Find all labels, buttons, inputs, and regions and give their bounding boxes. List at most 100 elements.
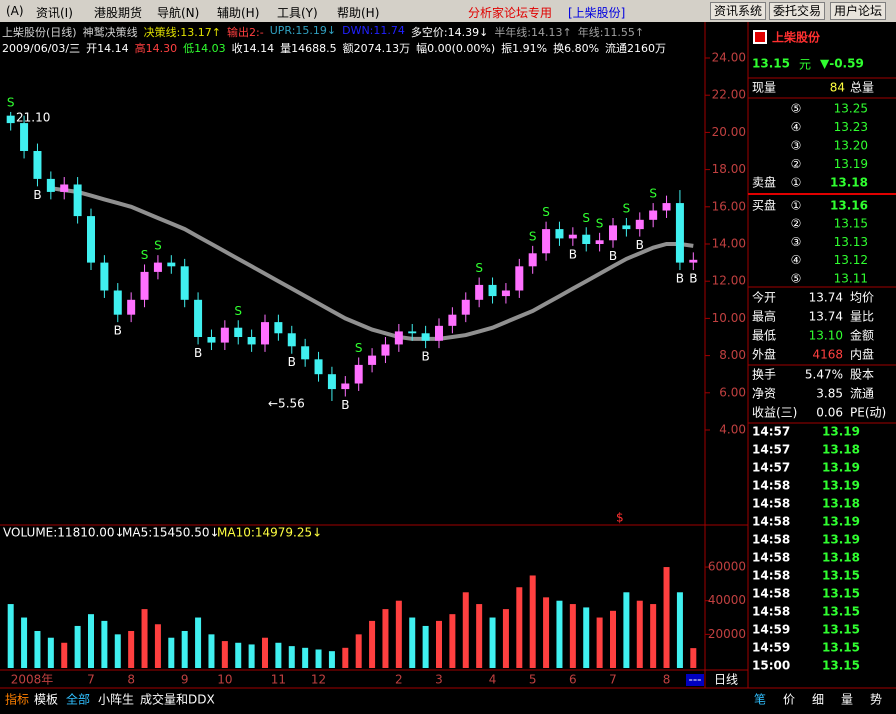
x-tick-label: 9: [181, 673, 189, 687]
volume-bar: [141, 609, 148, 668]
x-tick-label: 4: [489, 673, 497, 687]
x-tick-label: 11: [271, 673, 286, 687]
candle-body: [515, 266, 524, 291]
volume-bar: [208, 634, 215, 668]
tick-price: 13.15: [822, 659, 860, 673]
candle-body: [689, 259, 698, 263]
label: 今开: [752, 290, 776, 305]
candle-body: [180, 266, 189, 300]
y-tick-label: 8.00: [719, 348, 746, 362]
header-item: 振1.91%: [501, 42, 548, 55]
volume-bar: [422, 625, 429, 668]
tick-time: 14:59: [752, 623, 790, 637]
menu-bar: 分析家论坛专用 [上柴股份] (A) 资讯(I) 港股期货 导航(N) 辅助(H) 工具(…: [0, 0, 896, 22]
header-item: 低14.03: [183, 42, 226, 55]
header-item: UPR:15.19↓: [269, 24, 337, 37]
volume-bar: [543, 597, 550, 668]
menu-item[interactable]: (A): [6, 4, 24, 18]
sell-signal: S: [542, 205, 550, 219]
level: ③: [791, 235, 802, 249]
candle-body: [635, 219, 644, 230]
side-tab: 价: [783, 693, 795, 707]
level: ②: [791, 157, 802, 171]
y-tick-label: 14.00: [712, 237, 746, 251]
menu-item[interactable]: 工具(Y): [277, 6, 318, 20]
volume-bar: [47, 637, 54, 668]
header-item: 收14.14: [231, 42, 275, 55]
menu-item[interactable]: 导航(N): [157, 6, 200, 20]
value: 0.06: [816, 406, 843, 420]
y-tick-label: 16.00: [712, 199, 746, 213]
header-item: 半年线:14.13↑: [494, 26, 572, 39]
value: 84: [830, 81, 845, 95]
candle-body: [301, 346, 310, 360]
header-item: 流通2160万: [605, 42, 667, 55]
moving-average-line: [50, 186, 694, 341]
header-item: DWN:11.74: [342, 24, 405, 37]
candle-body: [528, 253, 537, 267]
bid-price: 13.11: [834, 271, 868, 285]
label: 流通: [850, 387, 874, 401]
candle-body: [327, 374, 336, 390]
y-tick-label: 40000: [708, 593, 746, 607]
candle-body: [113, 290, 122, 315]
toolbar-button[interactable]: 资讯系统: [710, 2, 767, 20]
sell-signal: S: [582, 211, 590, 225]
value: 3.85: [816, 387, 843, 401]
volume-bar: [436, 620, 442, 668]
tick-price: 13.19: [822, 479, 860, 493]
side-tab: 量: [841, 693, 853, 707]
x-tick-label: 3: [435, 673, 443, 687]
volume-bar: [623, 592, 630, 668]
volume-bar: [382, 609, 389, 668]
volume-bar: [502, 609, 509, 668]
sell-signal: S: [234, 304, 242, 318]
sell-signal: S: [596, 216, 604, 230]
sell-signal: S: [355, 341, 363, 355]
stock-name: [上柴股份]: [568, 6, 626, 20]
x-tick-label: 7: [87, 673, 95, 687]
menu-item[interactable]: 辅助(H): [217, 6, 260, 20]
menu-item[interactable]: 港股期货: [94, 6, 143, 20]
label: 卖盘: [752, 175, 776, 190]
label: PE(动): [850, 406, 886, 420]
tick-time: 14:58: [752, 551, 790, 565]
x-tick-label: 2008年: [11, 673, 54, 687]
y-tick-label: 18.00: [712, 162, 746, 176]
y-tick-label: 4.00: [719, 423, 746, 437]
candle-body: [582, 234, 591, 244]
menu-item[interactable]: 资讯(I): [36, 6, 73, 20]
level: ③: [791, 139, 802, 153]
header-item: 换6.80%: [553, 42, 600, 55]
tick-price: 13.19: [822, 533, 860, 547]
sell-signal: S: [154, 239, 162, 253]
candle-body: [287, 333, 296, 347]
price-change: ▼-0.59: [820, 57, 864, 71]
footer-tab: 小阵生: [98, 693, 134, 707]
menu-item[interactable]: 帮助(H): [337, 6, 380, 20]
candle-body: [274, 322, 283, 334]
candle-body: [261, 322, 269, 345]
candle-body: [555, 229, 564, 239]
high-annotation: 21.10: [16, 111, 50, 125]
buy-signal: B: [341, 398, 349, 412]
tick-time: 14:58: [752, 497, 790, 511]
header-line: 2009/06/03/三 开14.14 高14.30 低14.03 收14.14 量146…: [2, 40, 666, 56]
toolbar-button[interactable]: 委托交易: [769, 2, 826, 20]
header-item: 上柴股份(日线): [2, 26, 77, 39]
volume-bar: [34, 630, 41, 668]
candle-body: [542, 229, 551, 254]
tick-price: 13.15: [822, 587, 860, 601]
buy-signal: B: [194, 346, 202, 360]
tick-price: 13.19: [822, 515, 860, 529]
volume-bar: [221, 641, 228, 668]
candle-body: [127, 299, 136, 315]
toolbar-button[interactable]: 用户论坛: [830, 2, 887, 20]
candle-body: [220, 327, 229, 343]
candle-body: [609, 225, 617, 241]
buy-signal: B: [421, 350, 429, 364]
side-tab: 势: [870, 693, 882, 707]
label: 内盘: [850, 347, 874, 362]
label: 金额: [850, 328, 874, 343]
header-item: 幅0.00(0.00%): [416, 42, 496, 55]
